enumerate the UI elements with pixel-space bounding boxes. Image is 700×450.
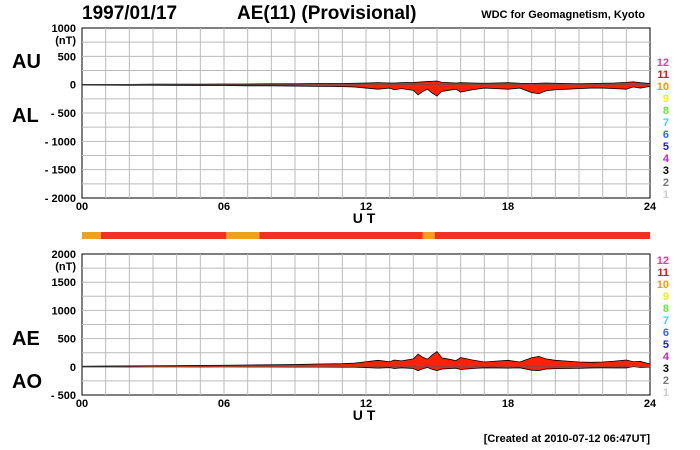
x-tick-label: 00 (76, 398, 88, 410)
y-tick-label: 500 (58, 51, 76, 63)
station-count-label: 10 (657, 279, 669, 291)
created-timestamp: [Created at 2010-07-12 06:47UT] (483, 433, 650, 445)
status-segment (226, 232, 260, 239)
x-tick-label: 18 (502, 398, 514, 410)
x-tick-label: 12 (360, 398, 372, 410)
x-tick-label: 06 (218, 201, 230, 213)
series-ae-area (82, 351, 650, 367)
y-units-label: (nT) (55, 35, 76, 47)
au-al-panel: 1000 500 0 - 500 - 1000 - 1500 - 2000 (nT) 00 06 1… (12, 23, 657, 226)
y-tick-label: 1500 (52, 277, 76, 289)
x-tick-label: 18 (502, 201, 514, 213)
x-tick-label: 12 (360, 201, 372, 213)
series-label-au: AU (12, 51, 41, 73)
x-axis-label: U T (353, 407, 376, 423)
station-count-label: 4 (663, 351, 670, 363)
series-au-area (82, 80, 650, 85)
station-count-label: 5 (663, 141, 669, 153)
x-tick-label: 24 (644, 398, 657, 410)
series-ao-area (82, 366, 650, 371)
y-tick-label: - 1500 (45, 165, 76, 177)
series-al-area (82, 84, 650, 96)
x-tick-label: 00 (76, 201, 88, 213)
x-tick-label: 06 (218, 398, 230, 410)
station-count-label: 9 (663, 93, 669, 105)
y-tick-label: 1000 (52, 23, 76, 35)
y-tick-label: - 500 (51, 390, 76, 402)
y-units-label: (nT) (55, 261, 76, 273)
station-count-label: 10 (657, 81, 669, 93)
y-tick-label: - 2000 (45, 193, 76, 205)
series-al-line (81, 84, 651, 97)
series-label-al: AL (12, 105, 39, 127)
station-count-label: 6 (663, 327, 669, 339)
station-count-label: 2 (663, 375, 669, 387)
y-tick-label: - 1000 (45, 136, 76, 148)
x-axis-label: U T (353, 210, 376, 226)
station-count-label: 8 (663, 303, 669, 315)
y-tick-label: 0 (70, 80, 76, 92)
station-count-label: 2 (663, 177, 669, 189)
station-count-label: 1 (663, 189, 669, 201)
station-count-label: 1 (663, 387, 669, 399)
station-count-label: 12 (657, 255, 669, 267)
station-count-label: 12 (657, 57, 669, 69)
y-tick-label: 1000 (52, 305, 76, 317)
chart-date-title: 1997/01/17 (82, 3, 178, 24)
series-au-line (82, 80, 651, 85)
station-count-label: 3 (663, 363, 669, 375)
station-count-label: 4 (663, 153, 670, 165)
chart-index-title: AE(11) (Provisional) (237, 3, 417, 24)
data-status-bar (82, 232, 650, 239)
status-segment (259, 232, 423, 239)
station-count-label: 11 (657, 69, 669, 81)
station-count-label: 6 (663, 129, 669, 141)
y-tick-label: 500 (58, 334, 76, 346)
station-count-label: 11 (657, 267, 669, 279)
station-count-label: 5 (663, 339, 669, 351)
ae-ao-panel: 2000 1500 1000 500 0 - 500 (nT) 00 06 12 18 24 U T AE… (12, 249, 657, 423)
station-count-label: 7 (663, 117, 669, 129)
x-tick-label: 24 (644, 201, 657, 213)
y-tick-label: 2000 (52, 249, 76, 261)
series-label-ae: AE (12, 328, 40, 350)
status-segment (422, 232, 435, 239)
station-count-label: 7 (663, 315, 669, 327)
station-count-label: 3 (663, 165, 669, 177)
station-count-label: 9 (663, 291, 669, 303)
y-tick-label: 0 (70, 362, 76, 374)
station-count-label: 8 (663, 105, 669, 117)
credit-text: WDC for Geomagnetism, Kyoto (481, 9, 645, 21)
y-tick-label: - 500 (51, 108, 76, 120)
status-segment (100, 232, 227, 239)
series-label-ao: AO (12, 371, 42, 393)
status-segment (434, 232, 650, 239)
status-segment (82, 232, 101, 239)
series-ae-line (81, 351, 651, 367)
